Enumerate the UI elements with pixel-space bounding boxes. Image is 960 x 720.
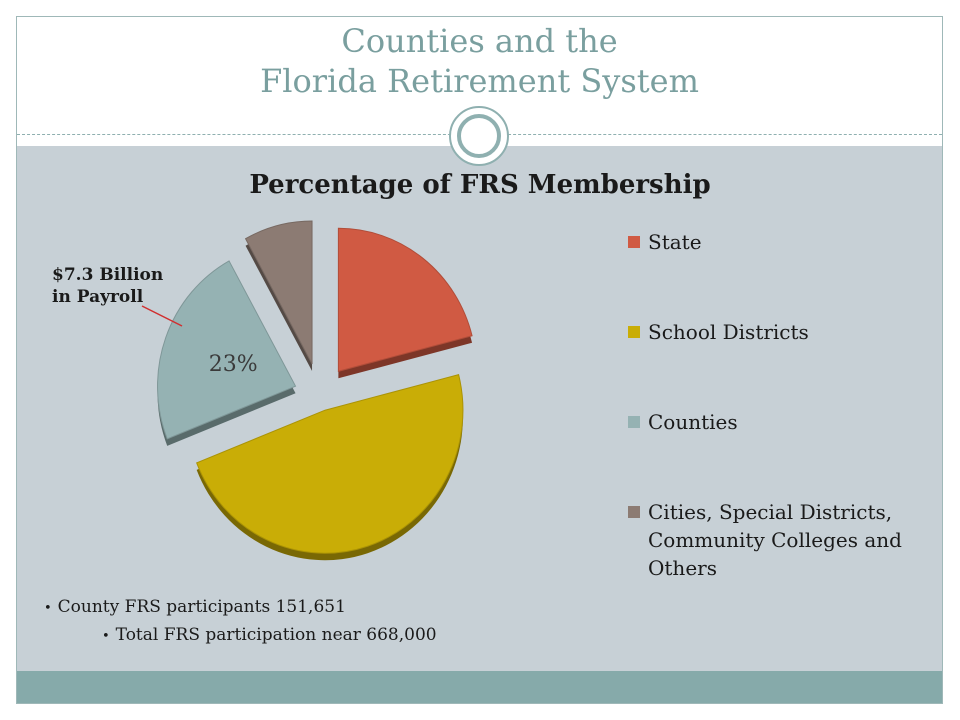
pie-slice-counties	[157, 260, 297, 440]
payroll-annotation-line2: in Payroll	[52, 287, 144, 307]
legend-item-counties: Counties	[628, 408, 928, 436]
payroll-annotation-line1: $7.3 Billion	[52, 265, 164, 285]
legend-item-school-districts: School Districts	[628, 318, 928, 346]
footer-bar	[17, 671, 942, 703]
chart-title: Percentage of FRS Membership	[249, 170, 711, 200]
legend-swatch-counties	[628, 416, 640, 428]
legend-label-counties: Counties	[648, 410, 738, 434]
legend-swatch-state	[628, 236, 640, 248]
legend-swatch-cities-others	[628, 506, 640, 518]
legend-label-school-districts: School Districts	[648, 320, 809, 344]
legend-label-cities-others: Cities, Special Districts, Community Col…	[648, 500, 902, 580]
ring-ornament	[449, 106, 509, 166]
payroll-annotation: $7.3 Billion in Payroll	[52, 264, 163, 308]
bullet-total-participation: Total FRS participation near 668,000	[102, 622, 437, 650]
bullet-list: County FRS participants 151,651 Total FR…	[44, 594, 437, 650]
pie-slice-school-districts	[195, 374, 464, 554]
slide-frame	[16, 16, 943, 704]
bullet-county-participants: County FRS participants 151,651	[44, 594, 437, 622]
pie-slice-cities-others	[244, 220, 313, 365]
legend-swatch-school-districts	[628, 326, 640, 338]
legend-item-cities-others: Cities, Special Districts, Community Col…	[628, 498, 928, 582]
legend-item-state: State	[628, 228, 928, 256]
pie-slice-state	[337, 227, 473, 372]
data-label-counties: 23%	[209, 352, 258, 377]
legend-label-state: State	[648, 230, 702, 254]
slide-title-line2: Florida Retirement System	[260, 62, 699, 100]
ring-ornament-inner	[457, 114, 501, 158]
slide-title: Counties and the Florida Retirement Syst…	[17, 21, 942, 101]
slide-title-line1: Counties and the	[341, 22, 618, 60]
annotation-leader-line	[141, 305, 183, 327]
